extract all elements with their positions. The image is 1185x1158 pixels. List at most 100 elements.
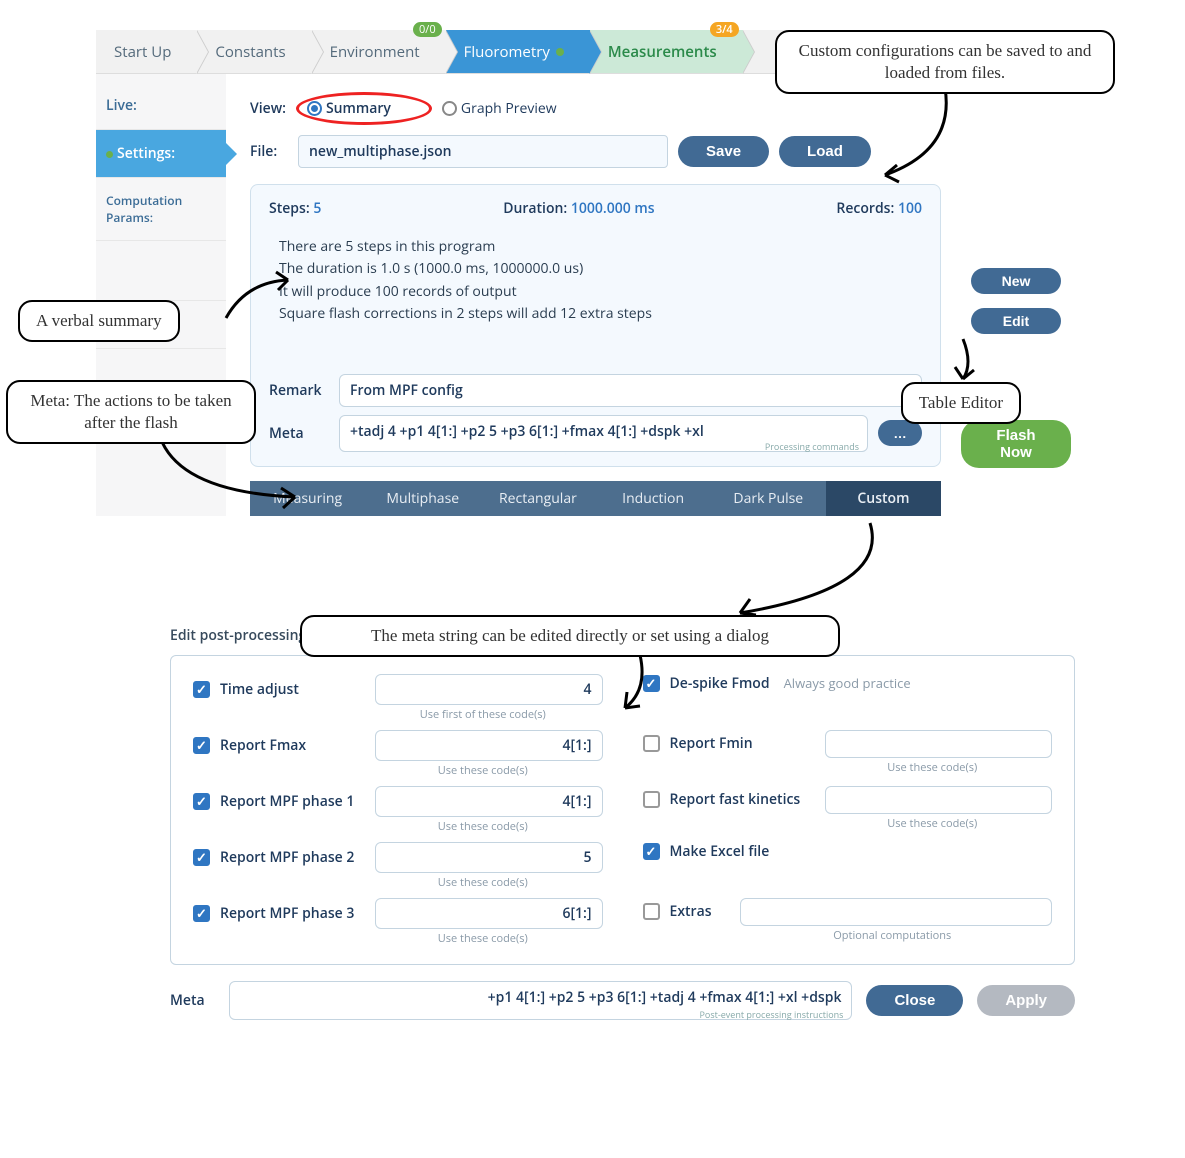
callout-save-load: Custom configurations can be saved to an… (775, 30, 1115, 94)
lbl-p1: Report MPF phase 1 (220, 792, 365, 811)
meta-value: +tadj 4 +p1 4[1:] +p2 5 +p3 6[1:] +fmax … (350, 422, 704, 441)
dialog-meta-value: +p1 4[1:] +p2 5 +p3 6[1:] +tadj 4 +fmax … (488, 988, 842, 1007)
summary-line: There are 5 steps in this program (279, 236, 922, 258)
callout-meta: Meta: The actions to be taken after the … (6, 380, 256, 444)
sidebar-item-settings[interactable]: Settings: (96, 130, 226, 178)
hint: Optional computations (733, 928, 1053, 943)
duration-value: 1000.000 ms (571, 199, 655, 218)
remark-label: Remark (269, 381, 329, 400)
chk-fmin[interactable] (643, 735, 660, 752)
sidebar: Live: Settings: Computation Params: Util… (96, 74, 226, 516)
chk-fmax[interactable]: ✓ (193, 737, 210, 754)
dialog-meta-caption: Post-event processing instructions (700, 1008, 844, 1021)
val-extras[interactable] (740, 898, 1053, 926)
radio-summary[interactable]: Summary (307, 99, 391, 118)
chk-fast[interactable] (643, 791, 660, 808)
meas-badge: 3/4 (710, 22, 739, 37)
new-button[interactable]: New (971, 268, 1061, 294)
records-label: Records: 100 (836, 199, 922, 218)
lbl-fmax: Report Fmax (220, 736, 365, 755)
val-p2[interactable]: 5 (375, 842, 603, 873)
status-dot-icon (556, 48, 564, 56)
chk-extras[interactable] (643, 903, 660, 920)
nav-fluorometry[interactable]: Fluorometry (446, 30, 590, 73)
chk-p1[interactable]: ✓ (193, 793, 210, 810)
file-input[interactable]: new_multiphase.json (298, 135, 668, 168)
chk-despike[interactable]: ✓ (643, 675, 660, 692)
sidebar-item-live[interactable]: Live: (96, 82, 226, 130)
postprocess-dialog: Edit post-processing commands: ✓ Time ad… (170, 626, 1075, 1020)
val-p3[interactable]: 6[1:] (375, 898, 603, 929)
nav-meas-label: Measurements (608, 42, 717, 62)
tab-measuring[interactable]: Measuring (250, 481, 365, 516)
steps-value: 5 (313, 199, 321, 218)
edit-button[interactable]: Edit (971, 308, 1061, 334)
meta-input[interactable]: +tadj 4 +p1 4[1:] +p2 5 +p3 6[1:] +fmax … (339, 415, 868, 452)
dialog-meta-label: Meta (170, 991, 215, 1010)
lbl-fast: Report fast kinetics (670, 790, 815, 809)
summary-text: There are 5 steps in this program The du… (279, 236, 922, 326)
lbl-despike: De-spike Fmod (670, 674, 770, 693)
val-fmin[interactable] (825, 730, 1053, 758)
records-value: 100 (898, 199, 922, 218)
hint: Use these code(s) (363, 875, 603, 890)
tab-induction[interactable]: Induction (596, 481, 711, 516)
val-time-adjust[interactable]: 4 (375, 674, 603, 705)
summary-box: Steps: 5 Duration: 1000.000 ms Records: … (250, 184, 941, 467)
nav-environment[interactable]: Environment 0/0 (312, 30, 446, 73)
summary-highlight: Summary (296, 92, 432, 125)
summary-line: The duration is 1.0 s (1000.0 ms, 100000… (279, 258, 922, 280)
apply-button[interactable]: Apply (977, 985, 1075, 1016)
val-fast[interactable] (825, 786, 1053, 814)
val-p1[interactable]: 4[1:] (375, 786, 603, 817)
summary-line: It will produce 100 records of output (279, 281, 922, 303)
chk-p2[interactable]: ✓ (193, 849, 210, 866)
hint: Use these code(s) (813, 760, 1053, 775)
nav-measurements[interactable]: Measurements 3/4 (590, 30, 743, 73)
callout-verbal-summary: A verbal summary (18, 300, 180, 342)
sidebar-item-blank[interactable] (96, 241, 226, 301)
lbl-time-adjust: Time adjust (220, 680, 365, 699)
remark-input[interactable]: From MPF config (339, 374, 922, 407)
radio-graph-preview[interactable]: Graph Preview (442, 99, 557, 118)
summary-line: Square flash corrections in 2 steps will… (279, 303, 922, 325)
steps-label: Steps: 5 (269, 199, 321, 218)
hint: Use these code(s) (363, 763, 603, 778)
flash-now-button[interactable]: Flash Now (961, 420, 1071, 468)
nav-startup[interactable]: Start Up (96, 30, 197, 73)
nav-fluor-label: Fluorometry (464, 42, 550, 62)
file-label: File: (250, 142, 288, 161)
dialog-meta-input[interactable]: +p1 4[1:] +p2 5 +p3 6[1:] +tadj 4 +fmax … (229, 981, 852, 1020)
dialog-body: ✓ Time adjust 4 Use first of these code(… (170, 655, 1075, 965)
hint: Use these code(s) (363, 931, 603, 946)
tab-darkpulse[interactable]: Dark Pulse (711, 481, 826, 516)
env-badge: 0/0 (413, 22, 442, 37)
tab-custom[interactable]: Custom (826, 481, 941, 516)
callout-meta-dialog: The meta string can be edited directly o… (300, 615, 840, 657)
lbl-excel: Make Excel file (670, 842, 815, 861)
side-actions: New Edit Flash Now (951, 178, 1081, 516)
meta-caption: Processing commands (765, 440, 859, 453)
tab-multiphase[interactable]: Multiphase (365, 481, 480, 516)
val-fmax[interactable]: 4[1:] (375, 730, 603, 761)
mode-tabbar: Measuring Multiphase Rectangular Inducti… (250, 481, 941, 516)
hint: Use first of these code(s) (363, 707, 603, 722)
duration-label: Duration: 1000.000 ms (503, 199, 654, 218)
sidebar-item-computation[interactable]: Computation Params: (96, 178, 226, 241)
sidebar-settings-label: Settings: (117, 144, 175, 163)
radio-graph-label: Graph Preview (461, 99, 557, 118)
nav-env-label: Environment (330, 42, 420, 62)
save-button[interactable]: Save (678, 136, 769, 167)
callout-table-editor: Table Editor (901, 382, 1021, 424)
status-dot-icon (106, 151, 113, 158)
load-button[interactable]: Load (779, 136, 871, 167)
lbl-p2: Report MPF phase 2 (220, 848, 365, 867)
chk-time-adjust[interactable]: ✓ (193, 681, 210, 698)
tab-rectangular[interactable]: Rectangular (480, 481, 595, 516)
despike-side: Always good practice (784, 674, 911, 692)
close-button[interactable]: Close (866, 985, 963, 1016)
chk-p3[interactable]: ✓ (193, 905, 210, 922)
arrow-icon (720, 518, 900, 628)
nav-constants[interactable]: Constants (197, 30, 311, 73)
chk-excel[interactable]: ✓ (643, 843, 660, 860)
